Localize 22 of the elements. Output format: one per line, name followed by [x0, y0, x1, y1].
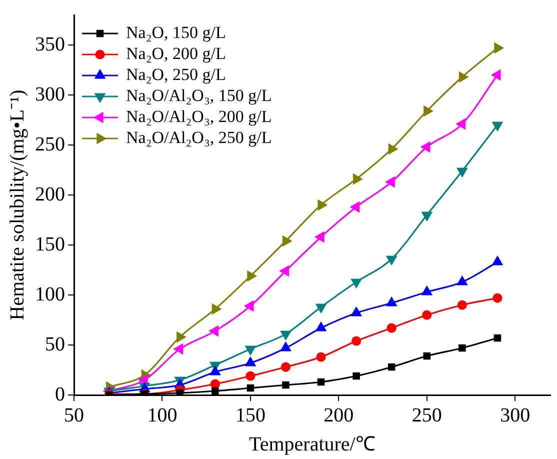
legend-label: Na₂O, 250 g/L — [126, 64, 226, 84]
y-tick-label: 300 — [35, 83, 65, 106]
x-tick-label: 200 — [324, 404, 354, 426]
legend-label: Na₂O/Al₂O₃, 200 g/L — [126, 106, 272, 126]
y-tick-label: 200 — [35, 183, 65, 206]
y-tick-label: 100 — [35, 283, 65, 306]
legend-label: Na₂O, 150 g/L — [126, 22, 226, 42]
legend-label: Na₂O/Al₂O₃, 150 g/L — [126, 86, 272, 105]
x-tick-label: 250 — [412, 404, 442, 426]
y-tick-label: 350 — [35, 33, 65, 56]
legend-label: Na₂O/Al₂O₃, 250 g/L — [126, 128, 272, 147]
y-tick-label: 50 — [45, 333, 65, 356]
x-tick-label: 100 — [147, 404, 178, 426]
x-tick-label: 150 — [235, 404, 266, 426]
x-tick-label: 300 — [500, 404, 530, 426]
y-tick-label: 150 — [35, 233, 65, 256]
legend-label: Na₂O, 200 g/L — [126, 44, 226, 63]
y-tick-label: 250 — [35, 133, 65, 156]
y-tick-label: 0 — [55, 383, 65, 406]
x-tick-label: 50 — [64, 404, 84, 426]
y-axis-title: Hematite solubility/(mg•L⁻¹) — [6, 90, 28, 320]
x-axis-title: Temperature/℃ — [249, 433, 376, 456]
